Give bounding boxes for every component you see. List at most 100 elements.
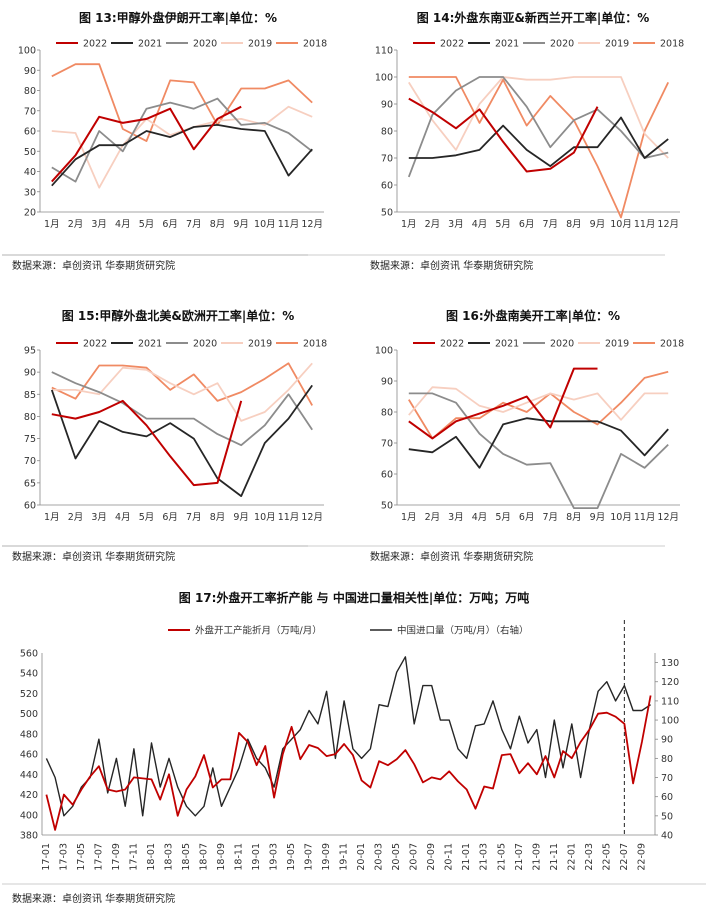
chart-title: 图 16:外盘南美开工率|单位：% xyxy=(446,308,620,323)
series-line-2019 xyxy=(408,386,669,421)
x-tick-label: 9月 xyxy=(590,512,606,523)
legend-label-2021: 2021 xyxy=(495,339,519,350)
series-line-2020 xyxy=(51,371,313,447)
x-tick-label: 7月 xyxy=(543,512,559,523)
y-tick-label: 100 xyxy=(375,73,393,84)
x-tick-label: 12月 xyxy=(657,512,679,523)
legend-label-2021: 2021 xyxy=(138,339,162,350)
y-tick-label: 50 xyxy=(24,147,36,158)
y-tick-label-left: 380 xyxy=(20,831,38,842)
x-tick-label: 5月 xyxy=(495,219,511,230)
x-tick-label: 20-01 xyxy=(356,843,367,871)
legend-label-2020: 2020 xyxy=(193,39,217,50)
x-tick-label: 20-09 xyxy=(426,843,437,871)
x-tick-label: 22-09 xyxy=(636,843,647,871)
y-tick-label: 80 xyxy=(381,127,393,138)
legend-label-2020: 2020 xyxy=(550,39,574,50)
x-tick-label: 21-11 xyxy=(549,843,560,871)
x-tick-label: 4月 xyxy=(472,512,488,523)
legend-label-2020: 2020 xyxy=(550,339,574,350)
y-tick-label: 70 xyxy=(24,456,36,467)
series-line-2021 xyxy=(51,124,313,187)
x-tick-label: 2月 xyxy=(425,219,441,230)
x-tick-label: 18-01 xyxy=(146,843,157,871)
y-tick-label-left: 560 xyxy=(20,649,38,660)
y-tick-label-left: 420 xyxy=(20,790,38,801)
y-tick-label: 110 xyxy=(375,46,393,57)
y-tick-label: 95 xyxy=(24,346,36,357)
x-tick-label: 18-09 xyxy=(216,843,227,871)
series-line-2018 xyxy=(408,76,670,219)
legend: 2022 2021 2020 2019 2018 xyxy=(413,39,684,50)
chart-14: 图 14:外盘东南亚&新西兰开工率|单位：% 2022 2021 2020 2019 20… xyxy=(2,10,684,272)
x-tick-label: 6月 xyxy=(162,512,178,523)
series-line-2019 xyxy=(51,105,313,189)
x-tick-label: 11月 xyxy=(634,219,656,230)
series-line-2020 xyxy=(407,76,669,178)
y-tick-label-left: 500 xyxy=(20,709,38,720)
x-tick-label: 17-03 xyxy=(58,843,69,871)
source-note: 数据来源：卓创资讯 华泰期货研究院 xyxy=(12,892,175,905)
y-tick-label-right: 70 xyxy=(661,773,673,784)
x-tick-label: 6月 xyxy=(162,219,178,230)
y-tick-label: 80 xyxy=(24,86,36,97)
y-tick-label: 70 xyxy=(24,106,36,117)
x-tick-label: 9月 xyxy=(233,219,249,230)
legend-label-2022: 2022 xyxy=(440,339,464,350)
chart-13: 图 13:甲醇外盘伊朗开工率|单位：%2022 2021 2020 2019 20182… xyxy=(2,10,327,272)
y-tick-label: 90 xyxy=(24,66,36,77)
y-tick-label-right: 60 xyxy=(661,792,673,803)
y-tick-label: 100 xyxy=(18,46,36,57)
y-tick-label-left: 400 xyxy=(20,810,38,821)
chart-title: 图 14:外盘东南亚&新西兰开工率|单位：% xyxy=(417,10,650,25)
x-tick-label: 9月 xyxy=(233,512,249,523)
y-tick-label: 60 xyxy=(24,127,36,138)
y-tick-label: 60 xyxy=(381,181,393,192)
x-tick-label: 19-09 xyxy=(321,843,332,871)
y-tick-label-right: 40 xyxy=(661,831,673,842)
x-tick-label: 1月 xyxy=(401,219,417,230)
y-tick-label-left: 480 xyxy=(20,729,38,740)
legend: 2022 2021 2020 2019 2018 xyxy=(56,39,327,50)
legend: 2022 2021 2020 2019 2018 xyxy=(413,339,684,350)
series-line-2020 xyxy=(51,97,313,183)
x-tick-label: 4月 xyxy=(115,219,131,230)
x-tick-label: 20-05 xyxy=(391,843,402,871)
x-tick-label: 20-11 xyxy=(444,843,455,871)
y-tick-label-right: 100 xyxy=(661,716,679,727)
y-tick-label: 60 xyxy=(24,501,36,512)
legend-label-2020: 2020 xyxy=(193,339,217,350)
x-tick-label: 18-05 xyxy=(181,843,192,871)
x-tick-label: 6月 xyxy=(519,512,535,523)
x-tick-label: 1月 xyxy=(44,219,60,230)
y-tick-label: 50 xyxy=(381,501,393,512)
x-tick-label: 19-05 xyxy=(286,843,297,871)
y-tick-label: 30 xyxy=(24,187,36,198)
series-line-2021 xyxy=(50,384,313,497)
series-line-2021 xyxy=(408,116,669,167)
legend: 2022 2021 2020 2019 2018 xyxy=(56,339,327,350)
x-tick-label: 20-07 xyxy=(409,843,420,871)
x-tick-label: 21-03 xyxy=(479,843,490,871)
x-tick-label: 8月 xyxy=(210,219,226,230)
legend-label-capacity: 外盘开工产能折月（万吨/月） xyxy=(195,625,322,637)
x-tick-label: 22-01 xyxy=(566,843,577,871)
legend-label-2019: 2019 xyxy=(248,339,272,350)
x-tick-label: 8月 xyxy=(566,219,582,230)
y-tick-label: 20 xyxy=(24,208,36,219)
legend-label-2022: 2022 xyxy=(83,339,107,350)
series-line-2018 xyxy=(51,362,313,406)
chart-15: 图 15:甲醇外盘北美&欧洲开工率|单位：%2022 2021 2020 2019 20… xyxy=(2,308,327,563)
source-note: 数据来源：卓创资讯 华泰期货研究院 xyxy=(12,259,175,272)
y-tick-label: 50 xyxy=(381,208,393,219)
series-line-2018 xyxy=(408,370,669,440)
x-tick-label: 10月 xyxy=(610,512,632,523)
x-tick-label: 12月 xyxy=(301,512,323,523)
legend-label-2022: 2022 xyxy=(83,39,107,50)
y-tick-label-left: 520 xyxy=(20,689,38,700)
x-tick-label: 21-09 xyxy=(531,843,542,871)
x-tick-label: 10月 xyxy=(254,512,276,523)
series-line-2019 xyxy=(408,76,669,159)
x-tick-label: 18-07 xyxy=(199,843,210,871)
x-tick-label: 3月 xyxy=(448,219,464,230)
